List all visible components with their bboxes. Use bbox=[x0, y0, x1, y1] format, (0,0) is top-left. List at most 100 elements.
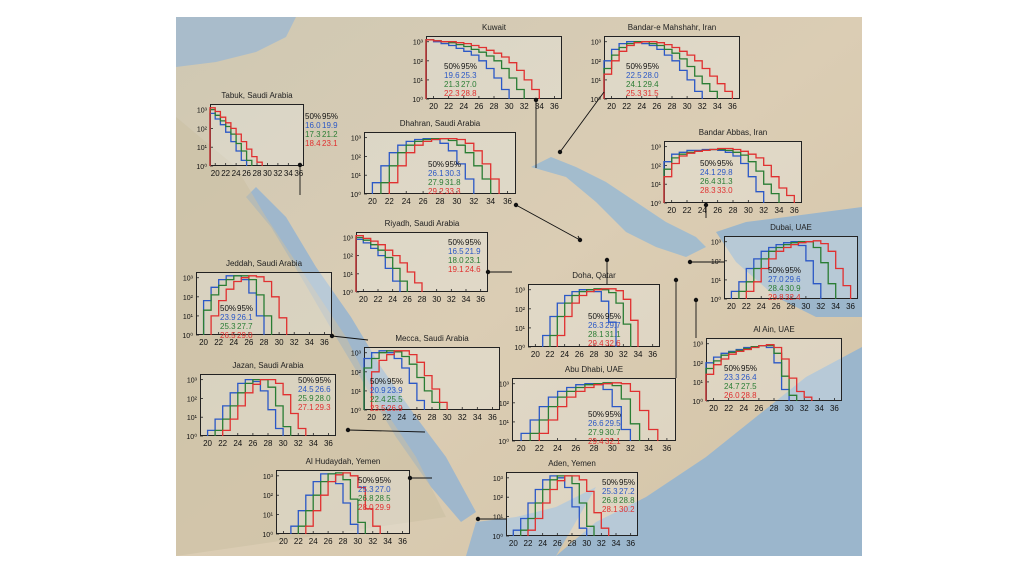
percentile-table: 50%95% 27.029.6 28.430.9 29.832.4 bbox=[768, 266, 802, 302]
table-row: 24.129.8 bbox=[700, 168, 734, 177]
panel-al-hudaydah-yemen: Al Hudaydah, Yemen 10⁰ 10¹ 10² 10³ 20 22 24 26 28… bbox=[262, 457, 410, 546]
x-tick-label: 26 bbox=[575, 350, 584, 359]
y-tick-label: 10¹ bbox=[499, 420, 510, 427]
table-row: 26.529.0 bbox=[220, 331, 254, 340]
percentile-table: 50%95% 23.926.1 25.327.7 26.529.0 bbox=[220, 304, 254, 340]
x-tick-label: 30 bbox=[604, 350, 613, 359]
histogram-plot: 10⁰ 10¹ 10² 10³ 20 22 24 26 28 30 32 34 36 bbox=[498, 378, 676, 453]
series-green-step bbox=[380, 137, 492, 194]
x-tick-label: 34 bbox=[309, 439, 318, 448]
x-tick-label: 32 bbox=[273, 169, 282, 178]
percentile-table: 50%95% 22.528.0 24.129.4 25.331.5 bbox=[626, 62, 660, 98]
y-tick-label: 10¹ bbox=[413, 78, 424, 85]
table-row: 26.828.8 bbox=[602, 496, 636, 505]
histogram-plot: 10⁰ 10¹ 10² 10³ 20 22 24 26 28 30 32 34 36 bbox=[514, 284, 660, 359]
y-tick-label: 10² bbox=[187, 396, 198, 403]
table-cell: 17.3 bbox=[305, 130, 321, 139]
panel-title: Tabuk, Saudi Arabia bbox=[221, 91, 293, 100]
x-tick-label: 34 bbox=[831, 302, 840, 311]
series-red-step bbox=[425, 39, 540, 99]
table-cell: 24.1 bbox=[700, 168, 716, 177]
table-header: 50% bbox=[220, 304, 237, 313]
table-cell: 29.2 bbox=[428, 187, 444, 196]
table-row: 27.029.6 bbox=[768, 275, 802, 284]
table-row: 29.832.4 bbox=[768, 293, 802, 302]
x-tick-label: 24 bbox=[233, 439, 242, 448]
table-cell: 25.3 bbox=[220, 322, 236, 331]
x-tick-label: 30 bbox=[801, 302, 810, 311]
y-tick-label: 10¹ bbox=[711, 278, 722, 285]
panel-riyadh-saudi-arabia: Riyadh, Saudi Arabia 10⁰ 10¹ 10² 10³ 20 22 24 26… bbox=[342, 219, 488, 304]
table-cell: 29.7 bbox=[605, 321, 621, 330]
y-tick-label: 10¹ bbox=[515, 326, 526, 333]
panel-title: Mecca, Saudi Arabia bbox=[395, 334, 469, 343]
table-row: 28.029.9 bbox=[358, 503, 392, 512]
x-tick-label: 24 bbox=[388, 295, 397, 304]
x-tick-label: 36 bbox=[398, 537, 407, 546]
x-tick-label: 32 bbox=[626, 444, 635, 453]
y-tick-label: 10³ bbox=[499, 382, 510, 389]
table-row: 28.333.0 bbox=[700, 186, 734, 195]
table-cell: 27.9 bbox=[428, 178, 444, 187]
series-blue-step bbox=[705, 344, 790, 401]
y-tick-label: 10² bbox=[351, 154, 362, 161]
y-tick-label: 10⁰ bbox=[498, 438, 509, 446]
table-cell: 29.4 bbox=[588, 437, 604, 446]
table-cell: 25.3 bbox=[461, 71, 477, 80]
series-blue-step bbox=[209, 112, 248, 166]
table-row: 26.329.7 bbox=[588, 321, 622, 330]
x-tick-label: 32 bbox=[458, 413, 467, 422]
panel-abu-dhabi-uae: Abu Dhabi, UAE 10⁰ 10¹ 10² 10³ 20 22 24 26 28 30 32… bbox=[498, 365, 676, 453]
y-tick-label: 10² bbox=[499, 401, 510, 408]
table-header: 95% bbox=[445, 160, 462, 169]
table-cell: 22.5 bbox=[626, 71, 642, 80]
table-header: 95% bbox=[465, 238, 482, 247]
panel-mecca-saudi-arabia: Mecca, Saudi Arabia 10⁰ 10¹ 10² 10³ 20 22 24 26 2… bbox=[350, 334, 500, 422]
percentile-table: 50%95% 24.129.8 26.431.3 28.333.0 bbox=[700, 159, 734, 195]
table-header: 50% bbox=[768, 266, 785, 275]
panel-jazan-saudi-arabia: Jazan, Saudi Arabia 10⁰ 10¹ 10² 10³ 20 22 24 26 2… bbox=[186, 361, 336, 448]
y-tick-label: 10³ bbox=[197, 108, 208, 115]
x-tick-label: 24 bbox=[232, 169, 241, 178]
x-tick-label: 20 bbox=[667, 206, 676, 215]
table-cell: 21.2 bbox=[322, 130, 338, 139]
arabian-sea bbox=[556, 347, 862, 556]
table-cell: 22.4 bbox=[370, 395, 386, 404]
panel-title: Dubai, UAE bbox=[770, 223, 812, 232]
panel-doha-qatar: Doha, Qatar 10⁰ 10¹ 10² 10³ 20 22 24 26 28 30 32 34 3… bbox=[514, 271, 660, 359]
histogram-plot: 10⁰ 10¹ 10² 10³ 20 22 24 26 28 30 32 34 36 bbox=[492, 472, 638, 548]
x-tick-label: 24 bbox=[553, 444, 562, 453]
y-tick-label: 10⁰ bbox=[514, 344, 525, 352]
table-cell: 26.6 bbox=[588, 419, 604, 428]
x-tick-label: 28 bbox=[590, 350, 599, 359]
y-tick-label: 10² bbox=[711, 259, 722, 266]
x-tick-label: 20 bbox=[709, 404, 718, 413]
x-tick-label: 22 bbox=[535, 444, 544, 453]
table-cell: 24.5 bbox=[298, 385, 314, 394]
table-header: 95% bbox=[605, 410, 622, 419]
table-cell: 28.8 bbox=[741, 391, 757, 400]
table-cell: 20.9 bbox=[370, 386, 386, 395]
table-cell: 25.9 bbox=[298, 394, 314, 403]
x-tick-label: 34 bbox=[634, 350, 643, 359]
panel-jeddah-saudi-arabia: Jeddah, Saudi Arabia 10⁰ 10¹ 10² 10³ 20 22 24 26… bbox=[182, 259, 332, 347]
series-red-step bbox=[370, 350, 448, 410]
x-tick-label: 32 bbox=[698, 102, 707, 111]
x-tick-label: 28 bbox=[260, 338, 269, 347]
x-tick-label: 26 bbox=[412, 413, 421, 422]
table-cell: 31.3 bbox=[717, 177, 733, 186]
series-red-step bbox=[538, 382, 659, 441]
histogram-plot: 10⁰ 10¹ 10² 10³ 20 22 24 26 28 30 32 34 36 bbox=[350, 132, 516, 206]
table-cell: 30.2 bbox=[619, 505, 635, 514]
table-cell: 26.4 bbox=[741, 373, 757, 382]
x-tick-label: 24 bbox=[739, 404, 748, 413]
table-cell: 29.8 bbox=[717, 168, 733, 177]
x-tick-label: 20 bbox=[367, 413, 376, 422]
x-tick-label: 28 bbox=[568, 539, 577, 548]
panel-dhahran-saudi-arabia: Dhahran, Saudi Arabia 10⁰ 10¹ 10² 10³ 20 22 24 2… bbox=[350, 119, 516, 206]
y-tick-label: 10³ bbox=[183, 276, 194, 283]
x-tick-label: 24 bbox=[402, 197, 411, 206]
x-tick-label: 34 bbox=[612, 539, 621, 548]
region-map bbox=[176, 17, 862, 556]
x-tick-label: 36 bbox=[503, 197, 512, 206]
